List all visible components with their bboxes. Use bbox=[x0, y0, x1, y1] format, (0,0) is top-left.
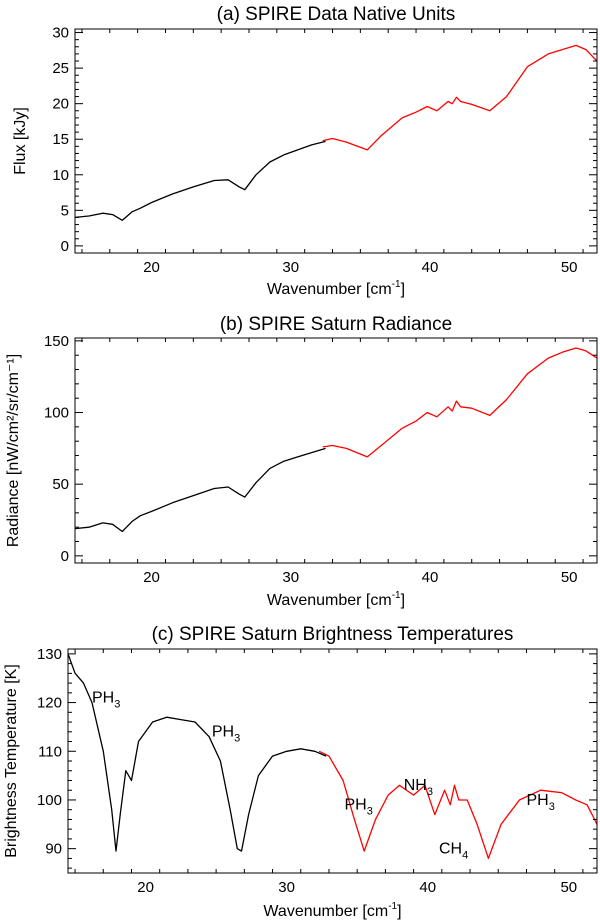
panel-a-ytick-label: 10 bbox=[52, 167, 69, 184]
panel-c-ytick-label: 90 bbox=[45, 841, 62, 858]
panel-c-xtick-label: 30 bbox=[278, 879, 295, 896]
panel-c-series-ssw-line bbox=[67, 653, 327, 852]
panel-a-ytick-label: 0 bbox=[61, 238, 69, 255]
panel-b-series-slw-line bbox=[322, 347, 598, 458]
panel-b-ytick-label: 100 bbox=[44, 405, 69, 422]
panel-a-ytick-label: 15 bbox=[52, 131, 69, 148]
panel-b-ylabel: Radiance [nW/cm²/sr/cm⁻¹] bbox=[5, 354, 22, 547]
panel-b-ytick-label: 150 bbox=[44, 333, 69, 350]
panel-b-plot-frame bbox=[74, 337, 598, 564]
panel-c-series-slw-line bbox=[318, 750, 598, 860]
panel-b-series-ssw-line bbox=[74, 447, 326, 533]
panel-c-ylabel: Brightness Temperature [K] bbox=[3, 664, 20, 858]
panel-c-annotation-ph3: PH3 bbox=[92, 690, 120, 711]
panel-a-xlabel: Wavenumber [cm-1] bbox=[267, 279, 405, 298]
panel-c-ytick-label: 130 bbox=[37, 646, 62, 663]
panel-c-ytick-label: 120 bbox=[37, 695, 62, 712]
panel-a-ylabel: Flux [kJy] bbox=[12, 107, 29, 175]
panel-c-annotation-ph3: PH3 bbox=[526, 792, 554, 813]
panel-c-xtick-label: 20 bbox=[137, 879, 154, 896]
panel-c-annotation-ph3: PH3 bbox=[212, 724, 240, 745]
panel-c-annotation-nh3: NH3 bbox=[404, 777, 433, 798]
panel-c-brightness-temperature-chart: (c) SPIRE Saturn Brightness Temperatures… bbox=[3, 624, 598, 920]
panel-b-ytick-label: 50 bbox=[52, 476, 69, 493]
panel-c-ytick-label: 100 bbox=[37, 792, 62, 809]
panel-a-flux-chart: (a) SPIRE Data Native Units 20 30 40 50 0 5 10 1… bbox=[12, 4, 598, 298]
panel-a-series-ssw-line bbox=[74, 140, 326, 221]
panel-a-xtick-label: 30 bbox=[282, 259, 299, 276]
panel-b-radiance-chart: (b) SPIRE Saturn Radiance 20 30 40 50 0 50 100 1… bbox=[5, 314, 598, 609]
panel-c-xtick-label: 40 bbox=[419, 879, 436, 896]
panel-c-ytick-label: 110 bbox=[38, 743, 62, 760]
panel-a-ytick-label: 30 bbox=[52, 25, 69, 42]
panel-a-plot-frame bbox=[74, 28, 598, 254]
panel-b-ytick-label: 0 bbox=[61, 548, 69, 565]
panel-b-xtick-label: 40 bbox=[422, 569, 439, 586]
panel-c-title: (c) SPIRE Saturn Brightness Temperatures bbox=[152, 624, 514, 645]
panel-c-xlabel: Wavenumber [cm-1] bbox=[263, 901, 401, 920]
panel-a-xtick-label: 20 bbox=[143, 259, 160, 276]
panel-a-ytick-label: 20 bbox=[52, 96, 69, 113]
panel-a-ytick-label: 5 bbox=[61, 202, 69, 219]
panel-b-title: (b) SPIRE Saturn Radiance bbox=[220, 314, 452, 335]
panel-b-xlabel: Wavenumber [cm-1] bbox=[267, 590, 405, 609]
panel-a-ytick-label: 25 bbox=[52, 60, 69, 77]
panel-a-xtick-label: 40 bbox=[422, 259, 439, 276]
panel-b-xtick-label: 50 bbox=[561, 569, 578, 586]
panel-b-xtick-label: 20 bbox=[143, 569, 160, 586]
panel-a-series-slw-line bbox=[322, 44, 598, 151]
panel-a-title: (a) SPIRE Data Native Units bbox=[217, 4, 456, 25]
panel-c-annotation-ch4: CH4 bbox=[439, 841, 468, 862]
panel-c-xtick-label: 50 bbox=[560, 879, 577, 896]
panel-c-annotation-ph3: PH3 bbox=[344, 797, 372, 818]
panel-a-xtick-label: 50 bbox=[561, 259, 578, 276]
panel-b-xtick-label: 30 bbox=[282, 569, 299, 586]
